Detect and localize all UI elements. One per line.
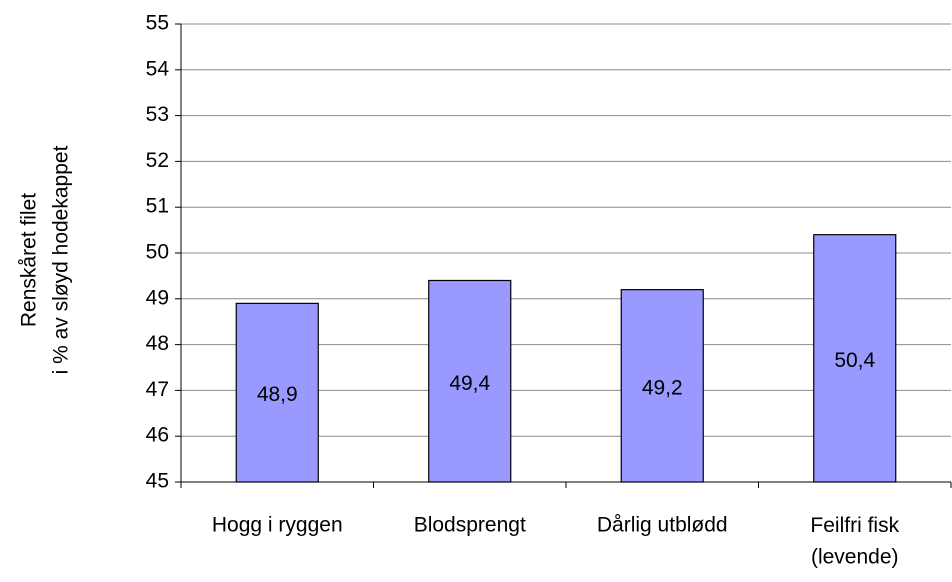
y-axis-label: i % av sløyd hodekappet <box>50 145 73 374</box>
y-tick-label: 51 <box>146 195 169 218</box>
bar <box>235 302 319 483</box>
value-label: 48,9 <box>257 383 298 406</box>
bar <box>620 289 704 483</box>
y-tick-label: 47 <box>146 378 169 401</box>
value-label: 50,4 <box>834 349 875 372</box>
y-tick-label: 52 <box>146 149 169 172</box>
y-tick-label: 48 <box>146 332 169 355</box>
value-label: 49,4 <box>449 372 490 395</box>
value-label: 49,2 <box>642 376 683 399</box>
y-tick-label: 55 <box>146 12 169 35</box>
bar <box>813 234 897 483</box>
y-tick-label: 46 <box>146 424 169 447</box>
x-tick-label: Hogg i ryggen <box>212 514 343 537</box>
bar <box>428 279 512 483</box>
x-tick-label: Dårlig utblødd <box>597 514 728 537</box>
y-tick-label: 54 <box>146 57 170 80</box>
x-tick-label: Feilfri fisk (levende) <box>810 514 899 569</box>
x-tick-label: Blodsprengt <box>414 514 526 537</box>
y-axis-label: Renskåret filet <box>18 193 41 327</box>
y-tick-label: 49 <box>146 286 169 309</box>
y-tick-label: 53 <box>146 103 169 126</box>
y-tick-label: 45 <box>146 470 169 493</box>
y-tick-label: 50 <box>146 241 169 264</box>
